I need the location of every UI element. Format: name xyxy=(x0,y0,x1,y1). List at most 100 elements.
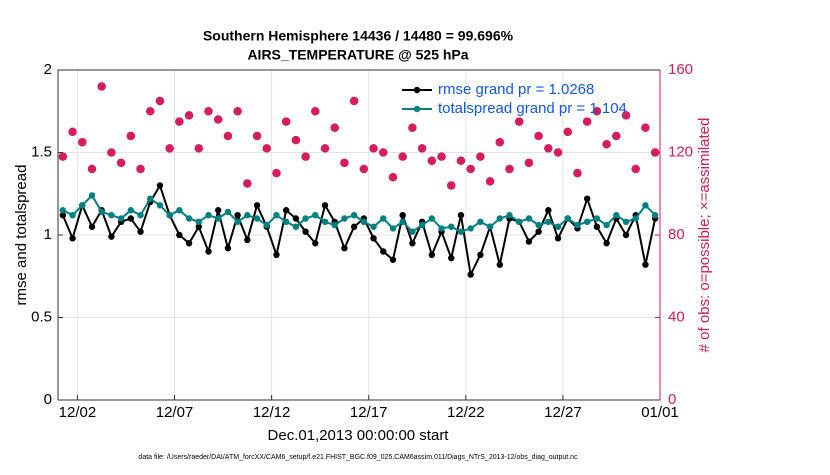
obs-assimilated xyxy=(87,165,96,173)
x-axis-label: Dec.01,2013 00:00:00 start xyxy=(268,427,450,444)
obs-assimilated xyxy=(253,132,262,140)
point xyxy=(554,235,562,242)
obs-assimilated xyxy=(78,138,87,147)
obs-assimilated xyxy=(534,132,543,140)
y-tick-label: 0.5 xyxy=(31,308,52,325)
point xyxy=(428,215,436,222)
point xyxy=(321,218,329,225)
point xyxy=(448,223,455,230)
obs-assimilated xyxy=(97,82,106,91)
point xyxy=(477,218,484,225)
point xyxy=(428,251,436,258)
point xyxy=(195,218,202,225)
point xyxy=(205,248,212,255)
point xyxy=(234,218,241,225)
obs-assimilated xyxy=(524,158,533,167)
point xyxy=(321,202,329,209)
obs-assimilated xyxy=(466,165,475,173)
point xyxy=(651,212,659,219)
legend-label: totalspread grand pr = 1.104 xyxy=(438,100,627,117)
point xyxy=(370,235,377,242)
point xyxy=(350,223,358,230)
point xyxy=(273,251,280,258)
point xyxy=(574,221,581,229)
point xyxy=(438,225,445,232)
point xyxy=(545,207,552,214)
point xyxy=(166,212,173,219)
obs-assimilated xyxy=(126,132,135,140)
point xyxy=(370,223,377,230)
obs-assimilated xyxy=(437,152,446,161)
point xyxy=(525,215,533,222)
point xyxy=(59,212,67,219)
y-tick-label: 0 xyxy=(44,391,52,408)
point xyxy=(253,202,261,209)
obs-assimilated xyxy=(117,158,126,167)
point xyxy=(496,261,503,268)
x-tick-label: 12/02 xyxy=(59,404,97,421)
point xyxy=(409,228,416,235)
obs-assimilated xyxy=(68,127,77,136)
obs-assimilated xyxy=(330,123,339,132)
obs-assimilated xyxy=(155,96,164,105)
point xyxy=(108,212,115,219)
point xyxy=(253,215,261,222)
point xyxy=(389,225,397,232)
obs-assimilated xyxy=(291,136,300,145)
obs-assimilated xyxy=(631,165,640,173)
obs-assimilated xyxy=(175,117,184,126)
obs-assimilated xyxy=(505,165,514,173)
legend-label: rmse grand pr = 1.0268 xyxy=(438,81,594,98)
obs-assimilated xyxy=(408,123,417,132)
point xyxy=(642,202,649,209)
obs-assimilated xyxy=(262,144,271,153)
obs-assimilated xyxy=(583,117,592,126)
point xyxy=(486,223,494,230)
point xyxy=(127,215,135,222)
point xyxy=(418,221,426,229)
point xyxy=(341,215,348,222)
y2-tick-label: 80 xyxy=(668,226,685,243)
y2-tick-label: 120 xyxy=(668,143,693,160)
point xyxy=(185,240,193,247)
point xyxy=(564,215,571,222)
obs-assimilated xyxy=(272,169,281,178)
point xyxy=(603,240,610,247)
obs-assimilated xyxy=(359,165,368,173)
point xyxy=(59,207,67,214)
point xyxy=(642,261,649,268)
point xyxy=(457,228,465,235)
point xyxy=(156,182,164,189)
point xyxy=(273,212,280,219)
point xyxy=(583,218,591,225)
x-tick-label: 12/22 xyxy=(447,404,485,421)
point xyxy=(593,223,601,230)
point xyxy=(263,221,270,229)
y-tick-label: 1 xyxy=(44,226,52,243)
obs-assimilated xyxy=(214,115,223,124)
point xyxy=(409,240,416,247)
point xyxy=(506,212,513,219)
x-tick-label: 12/27 xyxy=(544,404,582,421)
y2-tick-label: 0 xyxy=(668,391,676,408)
point xyxy=(399,218,406,225)
obs-assimilated xyxy=(369,144,378,153)
obs-assimilated xyxy=(58,152,67,161)
obs-assimilated xyxy=(622,111,631,120)
obs-assimilated xyxy=(427,156,436,165)
point xyxy=(525,238,533,245)
point xyxy=(205,212,212,219)
point xyxy=(613,212,620,219)
obs-assimilated xyxy=(592,107,601,116)
point xyxy=(593,215,601,222)
point xyxy=(380,248,387,255)
obs-assimilated xyxy=(165,144,174,153)
y-tick-label: 2 xyxy=(44,61,52,78)
point xyxy=(69,235,76,242)
point xyxy=(147,195,154,202)
point xyxy=(312,240,319,247)
series-line xyxy=(61,183,657,278)
point xyxy=(292,223,300,230)
point xyxy=(448,254,455,262)
